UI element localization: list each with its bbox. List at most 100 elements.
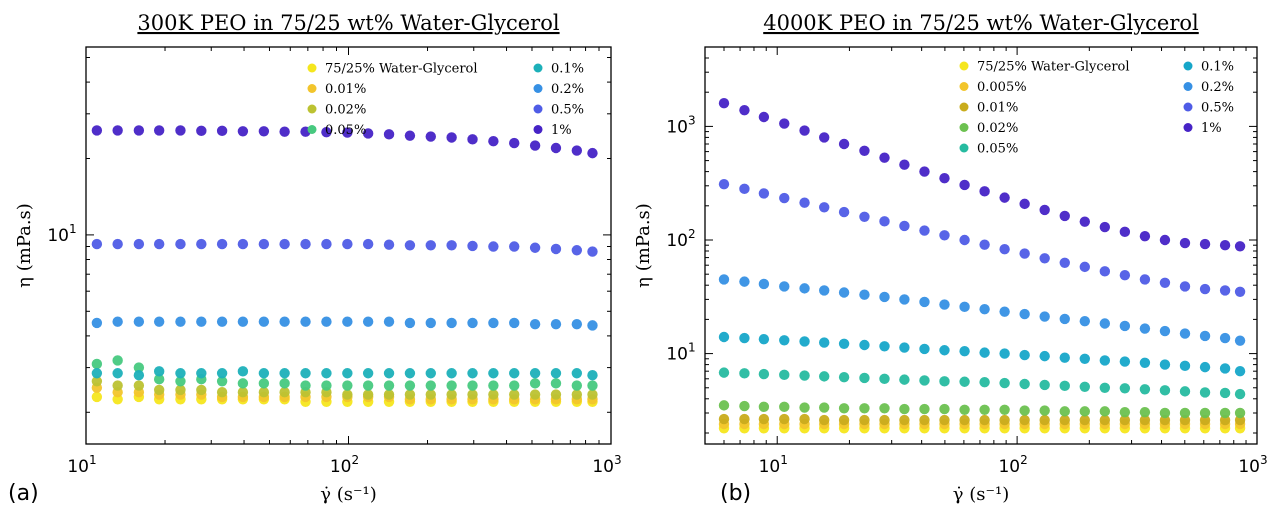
data-point [899, 342, 910, 353]
data-point [959, 301, 970, 313]
data-point [919, 343, 930, 355]
data-point [112, 316, 123, 327]
data-point [467, 368, 478, 379]
data-point [1079, 353, 1090, 364]
data-point [1019, 308, 1030, 320]
data-point [879, 216, 890, 227]
data-point [939, 376, 950, 387]
data-point [1059, 313, 1070, 325]
data-point [859, 372, 870, 384]
data-point [1159, 234, 1171, 246]
data-point [1199, 361, 1211, 373]
data-point [718, 400, 730, 411]
data-point [509, 241, 520, 252]
data-point [488, 241, 499, 252]
data-point [718, 98, 730, 109]
legend-label: 75/25% Water-Glycerol [977, 60, 1130, 75]
legend-label: 0.5% [1201, 101, 1234, 116]
data-point [425, 389, 436, 400]
data-point [112, 125, 123, 136]
x-tick-label: 101 [759, 453, 788, 477]
data-point [919, 296, 930, 308]
x-tick-label-exp: 3 [614, 453, 622, 467]
data-point [959, 376, 970, 387]
legend-label: 0.02% [325, 103, 366, 118]
data-point [1119, 269, 1131, 281]
data-point [321, 380, 332, 391]
data-point [467, 134, 478, 145]
data-point [879, 152, 890, 163]
series-0.02% [91, 376, 598, 400]
data-point [571, 368, 583, 379]
legend-label: 0.01% [977, 101, 1018, 116]
data-point [979, 404, 990, 416]
data-point [488, 368, 499, 379]
data-point [799, 413, 810, 425]
data-point [383, 129, 395, 140]
data-point [425, 317, 436, 329]
data-point [999, 404, 1010, 416]
data-point [1219, 363, 1231, 374]
data-point [779, 281, 790, 292]
data-point [196, 316, 207, 327]
panel-tag: (b) [720, 481, 751, 506]
data-point [1119, 320, 1131, 332]
x-axis-label: γ̇ (s⁻¹) [953, 484, 1009, 505]
data-point [1059, 210, 1070, 222]
legend-marker [1183, 123, 1193, 132]
data-point [718, 331, 730, 343]
data-point [1059, 257, 1070, 268]
data-point [979, 303, 990, 315]
data-point [488, 389, 499, 400]
data-point [919, 166, 930, 177]
data-point [279, 378, 290, 389]
legend-marker [533, 125, 543, 134]
data-point [959, 345, 970, 357]
data-point [799, 283, 810, 294]
data-point [838, 287, 850, 298]
data-point [819, 402, 830, 413]
data-point [758, 111, 770, 123]
y-tick-label: 102 [666, 227, 695, 251]
data-point [959, 234, 970, 246]
data-point [342, 368, 353, 379]
data-point [196, 125, 207, 137]
data-point [879, 291, 890, 303]
data-point [799, 370, 810, 381]
legend-marker [1183, 82, 1193, 91]
data-point [175, 316, 186, 327]
data-point [196, 368, 207, 379]
data-point [838, 414, 850, 426]
data-point [300, 238, 311, 250]
data-point [1059, 406, 1070, 417]
legend-label: 0.1% [551, 62, 584, 77]
data-point [1219, 285, 1231, 296]
data-point [879, 373, 890, 384]
data-point [237, 366, 249, 377]
data-point [1079, 381, 1090, 393]
data-point [133, 316, 145, 327]
legend-marker [1183, 102, 1193, 112]
data-point [1234, 335, 1246, 346]
data-point [919, 375, 930, 386]
data-point [1159, 277, 1171, 288]
data-point [979, 186, 990, 197]
x-tick-label-base: 10 [1238, 457, 1260, 477]
plot-frame [85, 46, 612, 445]
data-point [739, 368, 750, 379]
data-point [1179, 328, 1191, 339]
data-point [446, 389, 457, 400]
data-point [133, 362, 145, 373]
series-0.2% [718, 274, 1246, 346]
data-point [758, 333, 770, 345]
x-tick-label: 102 [998, 453, 1027, 477]
data-point [1099, 406, 1111, 417]
legend-marker [533, 104, 543, 114]
legend-label: 0.5% [551, 103, 584, 118]
data-point [237, 316, 249, 327]
data-point [133, 380, 145, 391]
data-point [1039, 253, 1050, 264]
data-point [979, 414, 990, 426]
data-point [404, 240, 416, 251]
data-point [175, 125, 186, 136]
